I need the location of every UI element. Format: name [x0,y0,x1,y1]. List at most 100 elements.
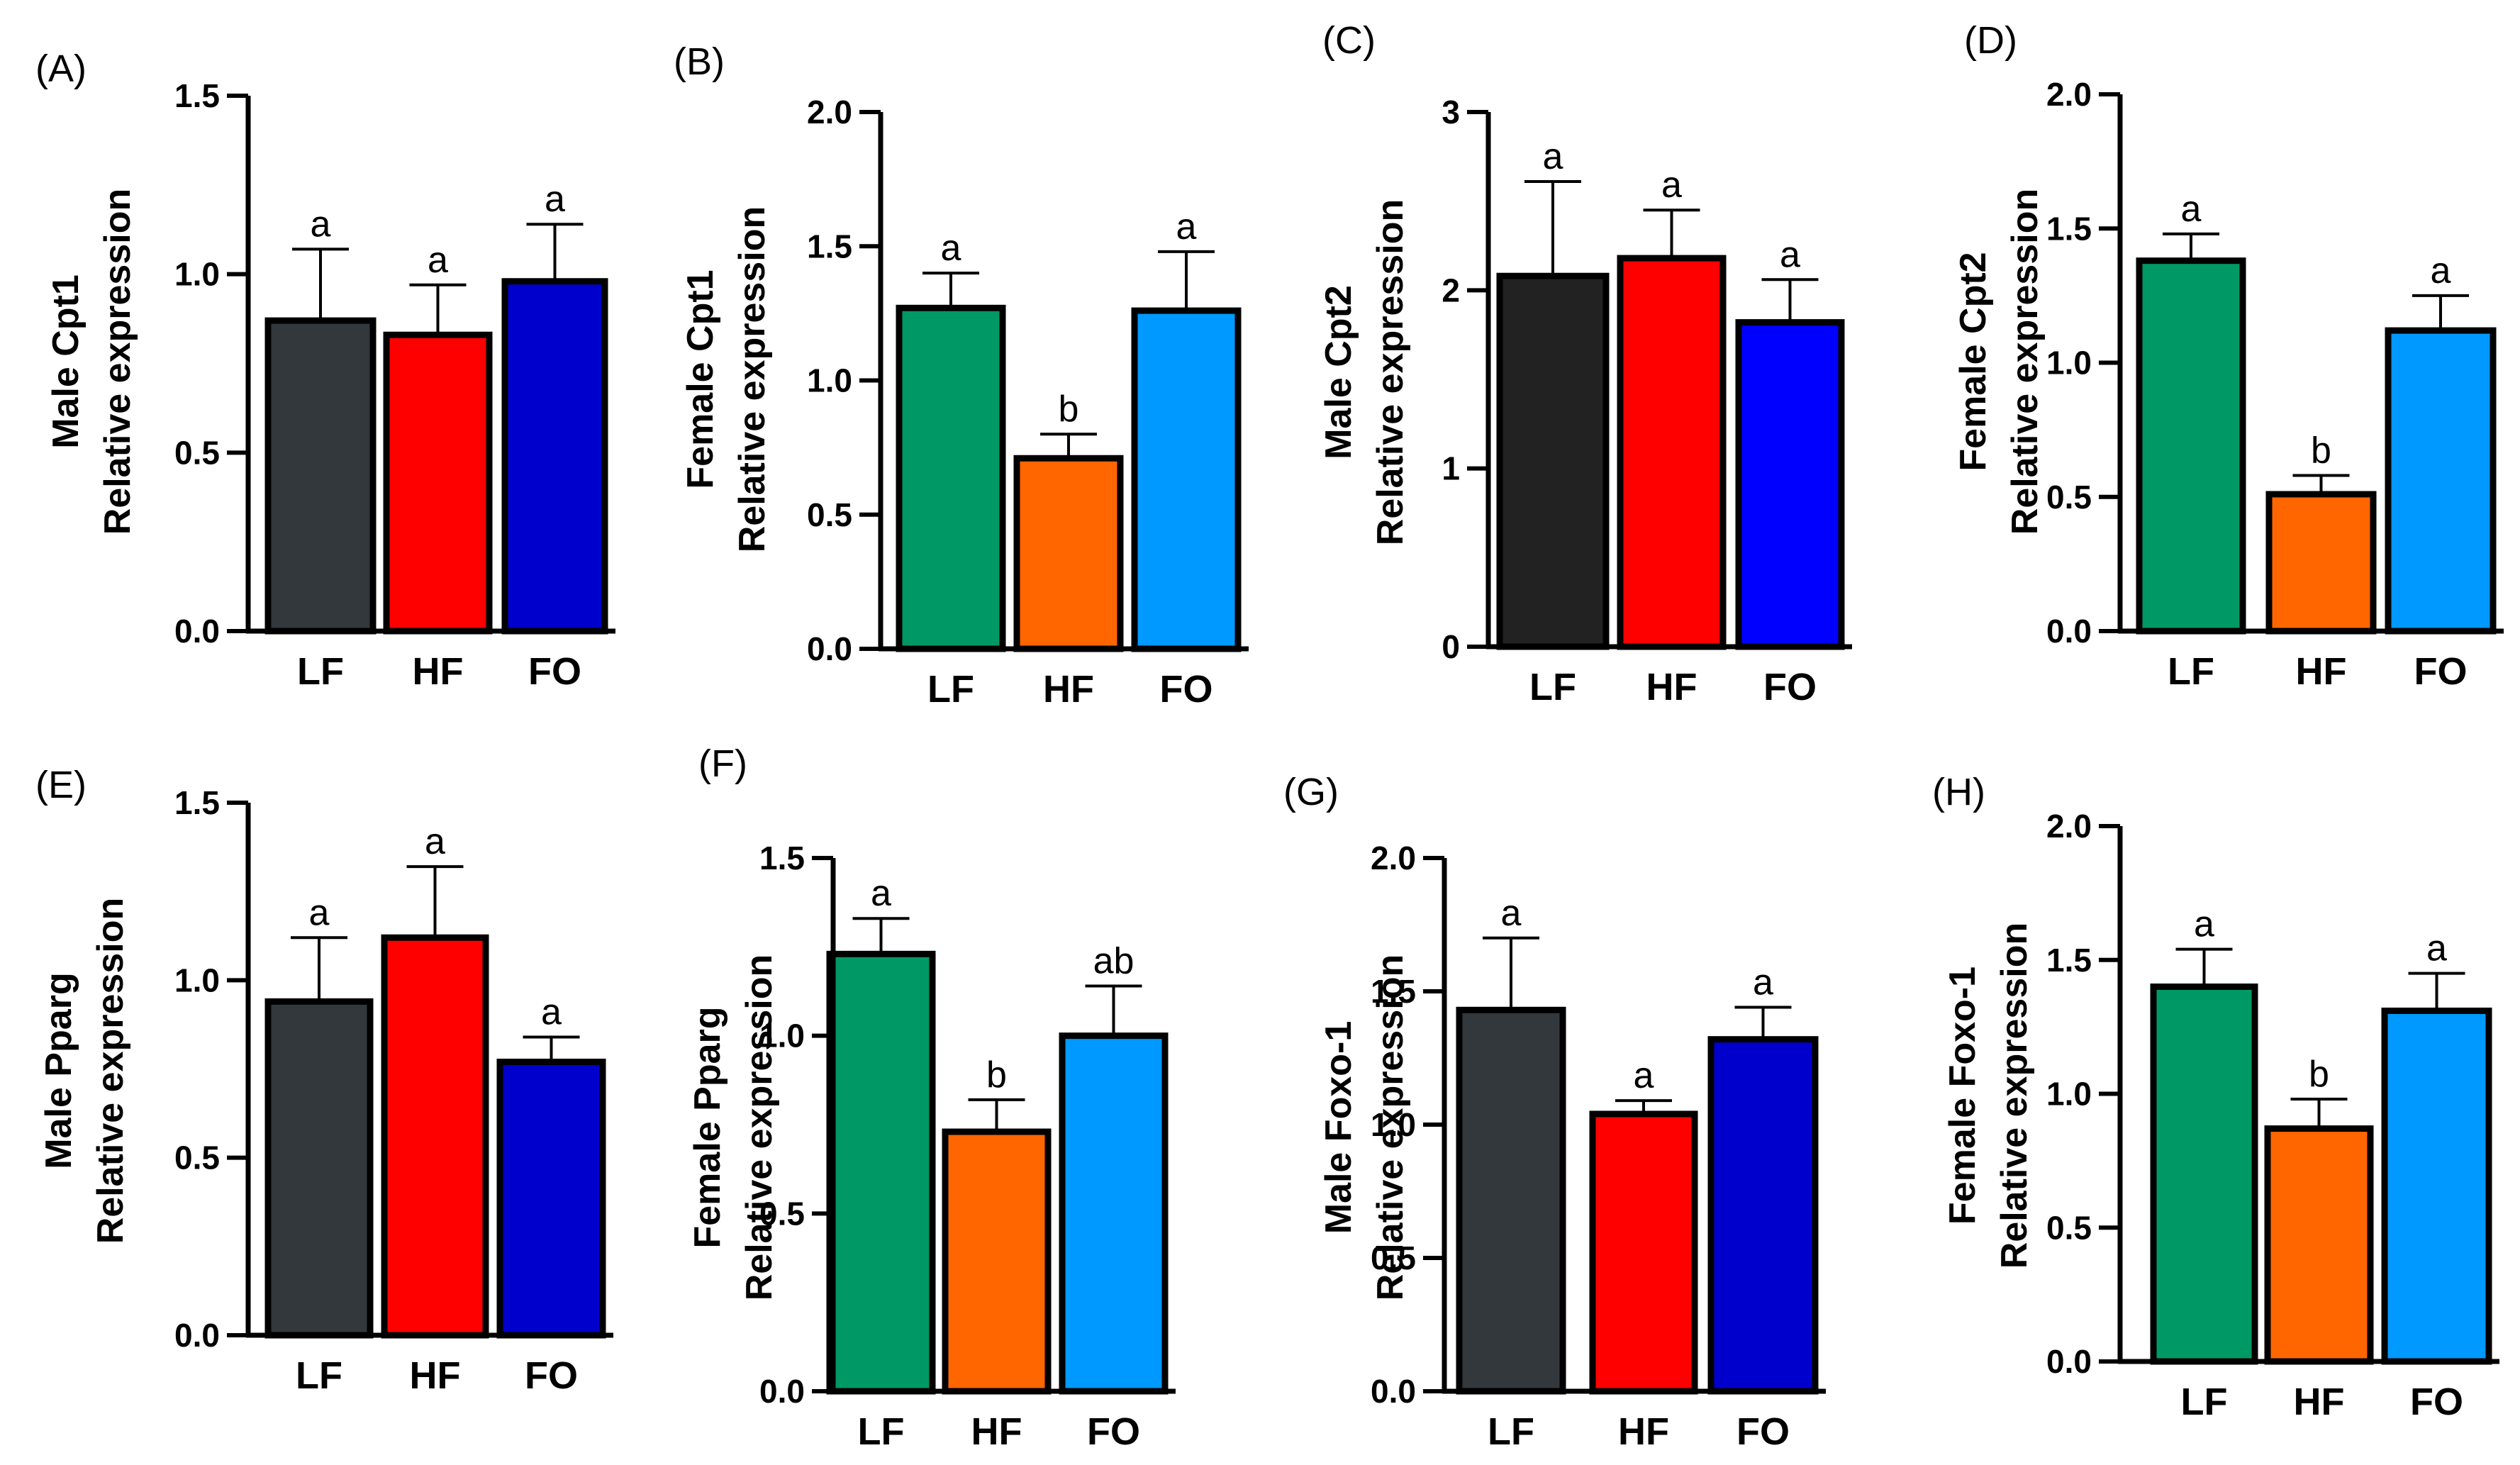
panel-6-sig-letter-lf: a [871,873,891,914]
panel-2-y-tick-label: 1.0 [807,362,852,399]
panel-7-ylabel-gene: Male Foxo-1 [1318,1021,1359,1235]
panel-4-bar-hf [2265,491,2377,635]
panel-4-y-tick-label: 2.0 [2046,76,2092,113]
panel-7-panel-letter: (G) [1283,771,1339,813]
panel-3-category-hf: HF [1646,666,1697,708]
panel-2-sig-letter-lf: a [941,228,961,269]
panel-8-y-tick-label: 1.5 [2046,942,2092,979]
panel-4-y-tick-label: 0.5 [2046,479,2092,516]
panel-8-y-tick-label: 0.0 [2046,1343,2092,1380]
panel-4-bar-lf [2136,257,2246,635]
panel-4-panel-letter: (D) [1964,19,2017,62]
panel-8-ylabel-relative: Relative expression [1994,923,2035,1269]
panel-3-bar-lf [1496,272,1610,650]
panel-8-panel-letter: (H) [1932,771,1985,813]
panel-5-category-hf: HF [410,1354,461,1397]
panel-8-bar-hf [2264,1125,2374,1365]
panel-3-y-tick-label: 2 [1442,272,1460,308]
panel-7-category-lf: LF [1488,1410,1534,1453]
panel-1-y-tick-label: 1.5 [174,77,220,114]
panel-7-sig-letter-fo: a [1753,962,1773,1003]
panel-8-sig-letter-fo: a [2426,928,2447,969]
panel-7-y-tick-label: 0.0 [1371,1373,1416,1410]
panel-8-ylabel-gene: Female Foxo-1 [1942,967,1983,1225]
panel-3-category-fo: FO [1763,666,1817,708]
panel-4-y-tick-label: 1.5 [2046,210,2092,247]
panel-8-y-tick-label: 2.0 [2046,808,2092,845]
panel-4-sig-letter-fo: a [2431,250,2451,291]
panel-4-category-hf: HF [2296,650,2347,693]
panel-5-bar-fo [496,1058,606,1339]
panel-1-category-hf: HF [413,650,464,693]
panel-2-category-hf: HF [1043,668,1094,711]
panel-6-y-tick-label: 0.5 [759,1195,805,1232]
panel-2-sig-letter-fo: a [1176,206,1197,247]
panel-5-bar-hf [381,934,489,1339]
panel-5-sig-letter-lf: a [309,892,330,933]
panel-1-category-lf: LF [297,650,344,693]
panel-7-y-tick-label: 1.0 [1371,1106,1416,1143]
panel-2-bar-hf [1013,455,1124,652]
panel-8-category-fo: FO [2410,1381,2463,1423]
panel-5-ylabel-relative: Relative expression [90,898,131,1244]
panel-1-sig-letter-fo: a [545,179,565,220]
panel-1-bar-fo [501,278,608,635]
panel-3-ylabel-relative: Relative expression [1370,199,1411,545]
panel-6-sig-letter-fo: ab [1093,940,1134,981]
panel-7-y-tick-label: 2.0 [1371,840,1416,876]
panel-3-ylabel-gene: Male Cpt2 [1318,285,1359,459]
panel-3-panel-letter: (C) [1322,19,1376,62]
panel-1-bar-hf [383,331,493,635]
panel-6-sig-letter-hf: b [986,1054,1007,1096]
panel-5-y-tick-label: 0.0 [174,1317,220,1354]
panel-3-sig-letter-hf: a [1661,165,1682,206]
panel-7-y-tick-label: 1.5 [1371,973,1416,1010]
panel-2-y-tick-label: 0.5 [807,496,852,533]
panel-2-ylabel-gene: Female Cpt1 [680,269,721,489]
panel-2-y-tick-label: 1.5 [807,228,852,264]
panel-5-sig-letter-hf: a [425,821,445,862]
panel-8-category-hf: HF [2294,1381,2345,1423]
panel-3-sig-letter-lf: a [1543,136,1563,177]
panel-3-category-lf: LF [1529,666,1576,708]
panel-6-y-tick-label: 0.0 [759,1373,805,1410]
panel-4-ylabel-relative: Relative expression [2005,189,2046,535]
panel-4-y-tick-label: 0.0 [2046,613,2092,650]
panel-1-ylabel-relative: Relative expression [97,189,138,535]
panel-5-y-tick-label: 1.0 [174,962,220,998]
panel-5-sig-letter-fo: a [541,991,562,1032]
panel-1-bar-lf [264,317,377,635]
panel-7-bar-lf [1456,1006,1566,1395]
panel-1-sig-letter-lf: a [311,204,331,245]
panel-6-category-fo: FO [1087,1410,1140,1453]
panel-7-ylabel-relative: Relative expression [1370,954,1411,1300]
panel-1-panel-letter: (A) [35,48,87,90]
panel-8-y-tick-label: 0.5 [2046,1209,2092,1246]
panel-5-category-fo: FO [525,1354,578,1397]
panel-2-category-fo: FO [1160,668,1213,711]
panel-4-category-lf: LF [2168,650,2214,693]
panel-2-ylabel-relative: Relative expression [732,206,773,552]
panel-8-bar-fo [2381,1007,2492,1365]
panel-4-bar-fo [2385,327,2497,635]
panel-6-ylabel-relative: Relative expression [739,954,780,1300]
panel-5-y-tick-label: 0.5 [174,1140,220,1176]
panel-2-category-lf: LF [927,668,974,711]
panel-3-y-tick-label: 1 [1442,450,1460,487]
panel-8-sig-letter-lf: a [2194,904,2214,945]
panel-5-panel-letter: (E) [35,764,87,806]
panel-4-sig-letter-hf: b [2311,430,2331,471]
panel-6-ylabel-gene: Female Pparg [687,1006,728,1248]
panel-6-bar-fo [1059,1032,1169,1395]
panel-1-category-fo: FO [528,650,581,693]
panel-1-y-tick-label: 1.0 [174,256,220,293]
panel-5-ylabel-gene: Male Pparg [38,972,79,1169]
panel-7-sig-letter-lf: a [1501,893,1522,934]
panel-2-bar-lf [896,304,1006,652]
panel-8-sig-letter-hf: b [2309,1054,2329,1095]
panel-6-bar-lf [826,950,936,1395]
panel-7-category-fo: FO [1736,1410,1790,1453]
panel-3-bar-hf [1617,255,1727,650]
panel-6-category-lf: LF [858,1410,905,1453]
